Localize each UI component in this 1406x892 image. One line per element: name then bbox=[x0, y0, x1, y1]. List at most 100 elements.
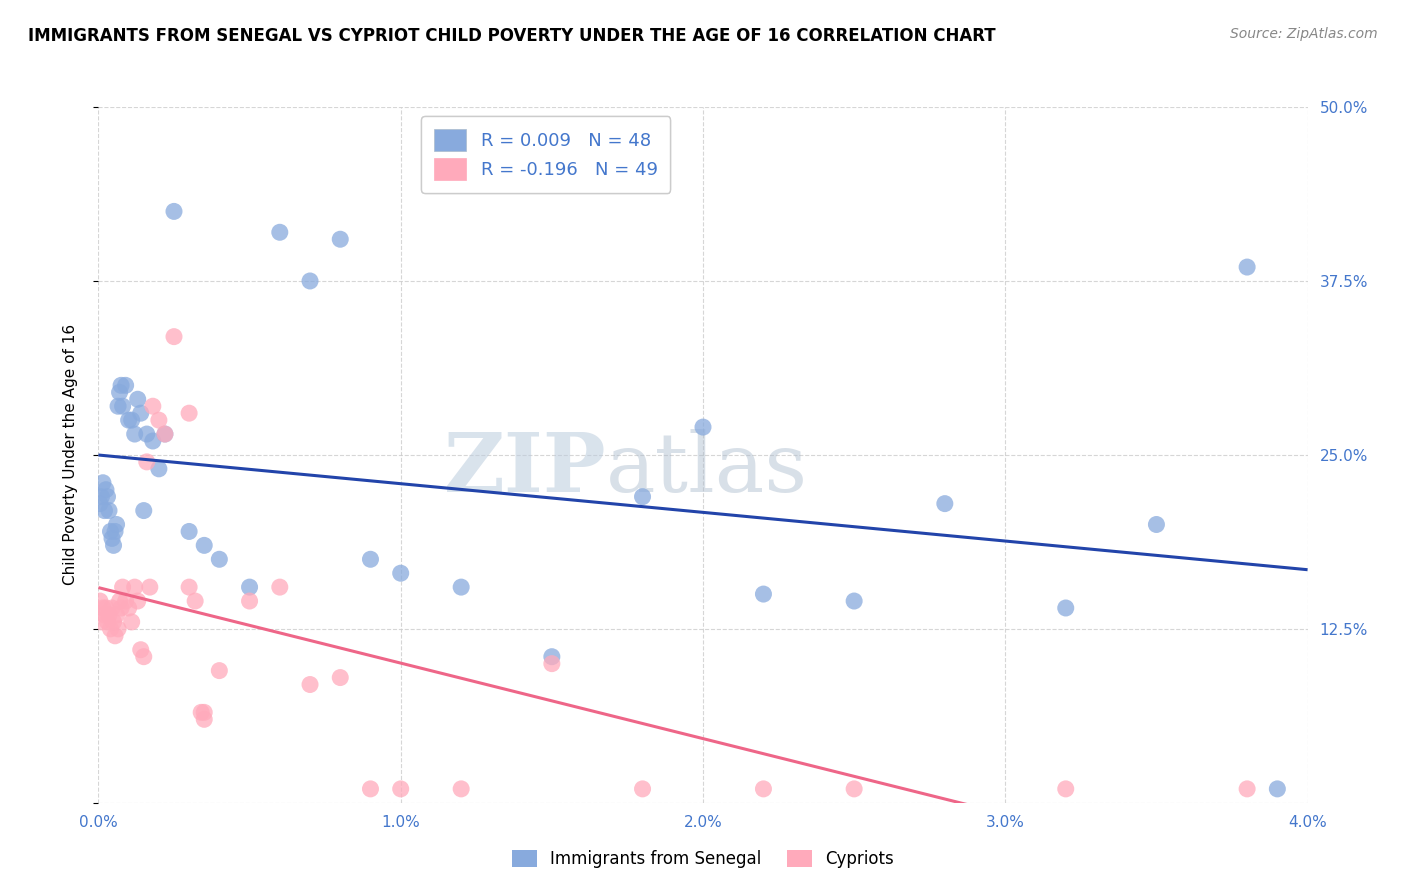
Point bbox=[631, 490, 654, 504]
Point bbox=[239, 580, 262, 594]
Legend: R = 0.009   N = 48, R = -0.196   N = 49: R = 0.009 N = 48, R = -0.196 N = 49 bbox=[422, 116, 671, 193]
Point bbox=[105, 607, 128, 622]
Point bbox=[299, 677, 322, 691]
Point bbox=[100, 524, 122, 539]
Point bbox=[90, 615, 112, 629]
Point bbox=[1236, 781, 1258, 796]
Point bbox=[269, 225, 291, 239]
Point bbox=[101, 532, 124, 546]
Point bbox=[142, 399, 165, 413]
Point bbox=[91, 601, 114, 615]
Point bbox=[114, 594, 136, 608]
Text: atlas: atlas bbox=[606, 429, 808, 508]
Point bbox=[135, 455, 157, 469]
Point bbox=[450, 781, 472, 796]
Point bbox=[127, 392, 149, 407]
Point bbox=[208, 664, 231, 678]
Point bbox=[193, 706, 215, 720]
Point bbox=[132, 503, 155, 517]
Point bbox=[111, 399, 134, 413]
Point bbox=[118, 413, 141, 427]
Point bbox=[631, 781, 654, 796]
Point bbox=[541, 649, 564, 664]
Y-axis label: Child Poverty Under the Age of 16: Child Poverty Under the Age of 16 bbox=[63, 325, 77, 585]
Point bbox=[329, 232, 352, 246]
Point bbox=[1146, 517, 1168, 532]
Point bbox=[107, 622, 129, 636]
Point bbox=[1267, 781, 1289, 796]
Point bbox=[239, 594, 262, 608]
Point bbox=[163, 329, 186, 343]
Point bbox=[135, 427, 157, 442]
Point bbox=[179, 524, 201, 539]
Point bbox=[299, 274, 322, 288]
Point bbox=[107, 399, 129, 413]
Point bbox=[132, 649, 155, 664]
Point bbox=[193, 538, 215, 552]
Point bbox=[692, 420, 714, 434]
Point bbox=[934, 497, 956, 511]
Point bbox=[94, 601, 117, 615]
Point bbox=[190, 706, 212, 720]
Point bbox=[389, 566, 412, 581]
Point bbox=[124, 580, 146, 594]
Point bbox=[110, 378, 132, 392]
Point bbox=[1054, 601, 1077, 615]
Point bbox=[752, 587, 775, 601]
Point bbox=[153, 427, 176, 442]
Point bbox=[844, 594, 866, 608]
Text: ZIP: ZIP bbox=[444, 429, 606, 508]
Point bbox=[91, 475, 114, 490]
Point bbox=[110, 601, 132, 615]
Point bbox=[129, 406, 152, 420]
Legend: Immigrants from Senegal, Cypriots: Immigrants from Senegal, Cypriots bbox=[506, 843, 900, 875]
Point bbox=[450, 580, 472, 594]
Point bbox=[1054, 781, 1077, 796]
Point bbox=[129, 642, 152, 657]
Point bbox=[104, 524, 127, 539]
Point bbox=[111, 580, 134, 594]
Point bbox=[153, 427, 176, 442]
Point bbox=[184, 594, 207, 608]
Point bbox=[100, 622, 122, 636]
Point bbox=[114, 378, 136, 392]
Point bbox=[121, 615, 143, 629]
Point bbox=[360, 552, 382, 566]
Text: Source: ZipAtlas.com: Source: ZipAtlas.com bbox=[1230, 27, 1378, 41]
Point bbox=[103, 615, 125, 629]
Point bbox=[103, 538, 125, 552]
Point bbox=[94, 483, 117, 497]
Point bbox=[1236, 260, 1258, 274]
Point bbox=[360, 781, 382, 796]
Point bbox=[96, 615, 118, 629]
Point bbox=[844, 781, 866, 796]
Point bbox=[148, 462, 170, 476]
Point bbox=[389, 781, 412, 796]
Point bbox=[118, 601, 141, 615]
Point bbox=[101, 601, 124, 615]
Text: IMMIGRANTS FROM SENEGAL VS CYPRIOT CHILD POVERTY UNDER THE AGE OF 16 CORRELATION: IMMIGRANTS FROM SENEGAL VS CYPRIOT CHILD… bbox=[28, 27, 995, 45]
Point bbox=[98, 607, 121, 622]
Point bbox=[124, 427, 146, 442]
Point bbox=[329, 671, 352, 685]
Point bbox=[93, 503, 115, 517]
Point bbox=[89, 594, 111, 608]
Point bbox=[89, 497, 111, 511]
Point bbox=[139, 580, 162, 594]
Point bbox=[108, 385, 131, 400]
Point bbox=[121, 413, 143, 427]
Point bbox=[193, 712, 215, 726]
Point bbox=[142, 434, 165, 448]
Point bbox=[179, 406, 201, 420]
Point bbox=[105, 517, 128, 532]
Point bbox=[108, 594, 131, 608]
Point bbox=[98, 503, 121, 517]
Point bbox=[163, 204, 186, 219]
Point bbox=[104, 629, 127, 643]
Point bbox=[179, 580, 201, 594]
Point bbox=[96, 490, 118, 504]
Point bbox=[127, 594, 149, 608]
Point bbox=[93, 607, 115, 622]
Point bbox=[148, 413, 170, 427]
Point bbox=[90, 490, 112, 504]
